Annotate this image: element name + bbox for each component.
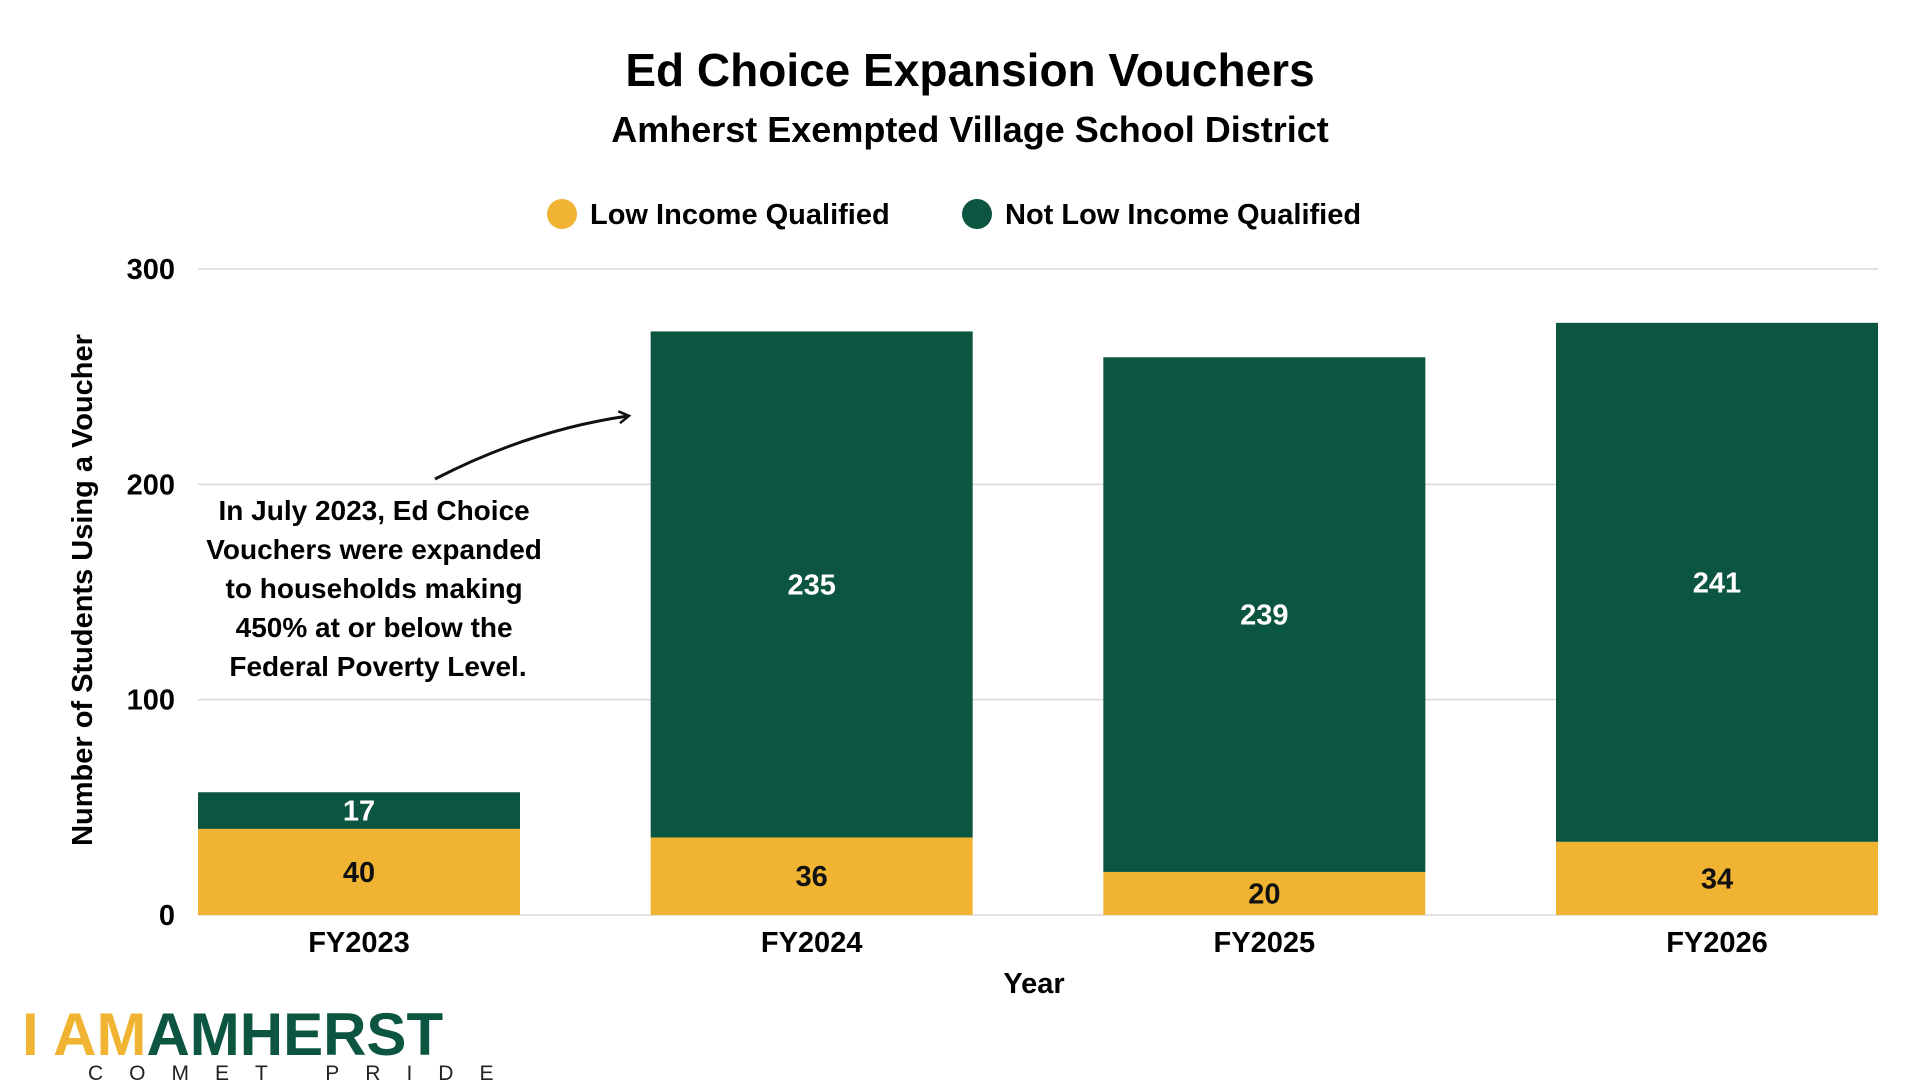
y-tick-label: 300 (127, 254, 175, 286)
legend-label: Low Income Qualified (590, 199, 890, 231)
x-tick-label: FY2024 (761, 927, 863, 959)
annotation-line-4: 450% at or below the (236, 612, 513, 643)
bars: 40 17 36 235 20 239 34 241 (198, 322, 1878, 915)
svg-text:I AMAMHERST: I AMAMHERST (22, 1001, 443, 1068)
annotation-arrow (434, 416, 628, 481)
bar-data-label: 36 (796, 861, 828, 893)
annotation-line-3: to households making (226, 573, 523, 604)
bar-data-label: 20 (1248, 878, 1280, 910)
bar-data-label: 235 (787, 569, 835, 601)
x-axis-ticks: FY2023 FY2024 FY2025 FY2026 (308, 927, 1768, 959)
svg-text:In July 2023, Ed Choice: In July 2023, Ed Choice Vouchers were ex… (206, 495, 549, 682)
annotation-line-2: Vouchers were expanded (206, 534, 542, 565)
bar-low-income (1103, 871, 1426, 915)
y-tick-label: 100 (127, 685, 175, 717)
bar-data-label: 17 (343, 796, 375, 828)
bar-not-low-income (1556, 322, 1878, 842)
bar-not-low-income (198, 792, 520, 829)
y-tick-label: 0 (159, 900, 175, 932)
legend-swatch (962, 199, 992, 229)
bar-low-income (650, 837, 973, 915)
bar-low-income (198, 828, 520, 915)
bar-data-label: 239 (1240, 600, 1288, 632)
bar-data-label: 34 (1701, 863, 1733, 895)
x-axis-title: Year (1003, 968, 1064, 1000)
bar-not-low-income (1103, 357, 1426, 872)
x-tick-label: FY2025 (1214, 927, 1316, 959)
annotation-line-5: Federal Poverty Level. (229, 651, 526, 682)
y-axis-ticks: 0 100 200 300 (127, 254, 175, 932)
legend-swatch (547, 199, 577, 229)
annotation-line-1: In July 2023, Ed Choice (218, 495, 529, 526)
legend-label: Not Low Income Qualified (1005, 199, 1361, 231)
logo: I AMAMHERST COMET PRIDE (22, 1001, 519, 1080)
bar-not-low-income (650, 331, 973, 838)
y-axis-title: Number of Students Using a Voucher (67, 334, 99, 846)
x-tick-label: FY2026 (1666, 927, 1768, 959)
bar-low-income (1556, 841, 1878, 915)
x-tick-label: FY2023 (308, 927, 410, 959)
logo-tagline: COMET PRIDE (88, 1062, 519, 1080)
chart-title: Ed Choice Expansion Vouchers (625, 44, 1314, 96)
logo-part-i-am: I AM (22, 1001, 146, 1068)
bar-data-label: 40 (343, 857, 375, 889)
bar-data-label: 241 (1693, 567, 1741, 599)
chart-subtitle: Amherst Exempted Village School District (611, 109, 1329, 150)
legend: Low Income Qualified Not Low Income Quali… (547, 199, 1361, 231)
annotation: In July 2023, Ed Choice Vouchers were ex… (206, 416, 628, 682)
y-tick-label: 200 (127, 469, 175, 501)
logo-part-amherst: AMHERST (146, 1001, 443, 1068)
